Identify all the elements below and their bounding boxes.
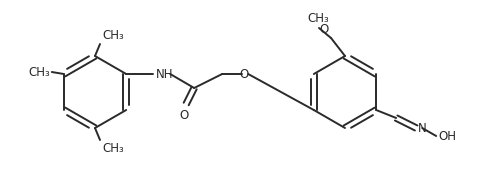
Text: CH₃: CH₃ (102, 29, 124, 42)
Text: O: O (180, 109, 189, 122)
Text: CH₃: CH₃ (102, 142, 124, 155)
Text: NH: NH (156, 68, 174, 81)
Text: N: N (418, 123, 427, 135)
Text: CH₃: CH₃ (28, 66, 50, 79)
Text: CH₃: CH₃ (307, 12, 329, 25)
Text: OH: OH (438, 130, 456, 142)
Text: O: O (320, 23, 329, 36)
Text: O: O (240, 68, 249, 81)
